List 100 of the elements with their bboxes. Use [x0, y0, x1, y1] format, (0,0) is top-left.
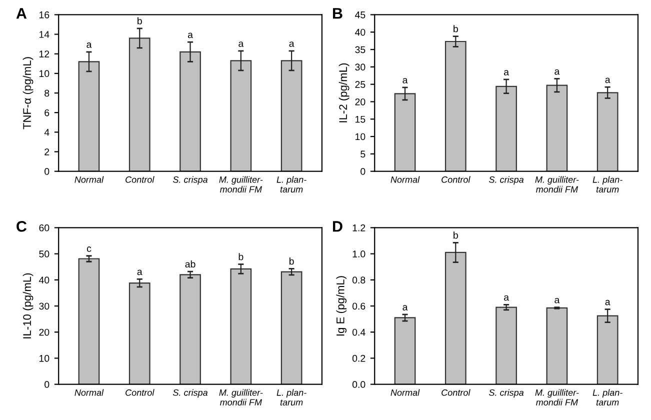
- chart-title: A: [16, 8, 27, 19]
- y-tick-label: 10: [39, 70, 50, 78]
- x-tick-label: Control: [442, 389, 470, 396]
- bar: [394, 317, 416, 384]
- y-tick-label: 40: [355, 28, 366, 36]
- y-axis-title: IL-10 (pg/mL): [22, 273, 34, 338]
- annotation: a: [238, 42, 244, 47]
- x-tick-label: L. plan- tarum: [592, 176, 622, 193]
- y-tick-label: 1.0: [352, 250, 366, 258]
- annotation: b: [289, 258, 294, 265]
- y-tick-label: 0: [44, 381, 50, 388]
- y-tick-label: 14: [39, 31, 50, 38]
- y-tick-label: 20: [355, 98, 366, 106]
- bar: [394, 93, 416, 172]
- y-axis-title: IL-2 (pg/mL): [338, 63, 350, 122]
- y-axis-title: Ig E (pg/mL): [336, 276, 347, 336]
- bar: [596, 92, 618, 172]
- y-tick-label: 0.2: [352, 354, 366, 362]
- annotation: a: [605, 78, 610, 84]
- x-tick-label: Control: [126, 176, 154, 183]
- bar: [496, 86, 517, 172]
- x-tick-label: Normal: [74, 176, 104, 183]
- y-axis-title: TNF-α (pg/mL): [22, 57, 34, 130]
- annotation: ab: [185, 260, 196, 268]
- y-tick-label: 25: [355, 81, 366, 88]
- bar: [128, 282, 150, 384]
- bar: [230, 60, 252, 172]
- bar: [78, 258, 100, 384]
- y-tick-label: 5: [360, 150, 366, 158]
- x-tick-label: Normal: [74, 389, 104, 396]
- x-tick-label: Control: [442, 176, 470, 183]
- y-tick-label: 10: [39, 354, 50, 362]
- y-tick-label: 30: [39, 302, 50, 310]
- annotation: a: [402, 78, 408, 84]
- bar: [180, 51, 201, 172]
- x-tick-label: L. plan- tarum: [276, 176, 306, 193]
- bar: [78, 61, 100, 172]
- y-tick-label: 1.2: [352, 224, 366, 232]
- x-tick-label: S. crispa: [488, 389, 524, 398]
- y-tick-label: 4: [44, 128, 50, 136]
- bar: [180, 274, 201, 384]
- chart-title: D: [333, 221, 342, 232]
- annotation: a: [86, 42, 92, 48]
- bar: [280, 271, 302, 384]
- bar: [596, 315, 618, 384]
- x-tick-label: M. guilliter- mondii FM: [535, 389, 579, 406]
- bar: [444, 252, 466, 384]
- annotation: b: [454, 232, 458, 239]
- y-tick-label: 2: [44, 148, 50, 156]
- x-tick-label: Normal: [390, 176, 420, 183]
- y-tick-label: 8: [44, 90, 50, 97]
- y-tick-label: 40: [38, 276, 50, 284]
- y-tick-label: 20: [39, 328, 50, 336]
- annotation: a: [188, 32, 193, 38]
- x-tick-label: L. plan- tarum: [276, 389, 306, 406]
- annotation: b: [238, 253, 244, 260]
- chart-title: B: [333, 8, 342, 19]
- y-tick-label: 0.4: [352, 328, 366, 336]
- bar: [546, 84, 568, 172]
- y-tick-label: 6: [44, 109, 50, 116]
- annotation: a: [289, 42, 294, 47]
- bar: [496, 306, 517, 384]
- y-tick-label: 45: [355, 12, 366, 18]
- annotation: a: [137, 270, 142, 276]
- bar: [444, 40, 466, 172]
- annotation: a: [504, 295, 510, 301]
- annotation: a: [504, 70, 510, 76]
- x-tick-label: M. guilliter- mondii FM: [219, 176, 263, 193]
- y-tick-label: 30: [355, 64, 366, 71]
- y-tick-label: 15: [356, 116, 366, 123]
- x-tick-label: Normal: [390, 389, 420, 396]
- annotation: a: [402, 305, 408, 310]
- y-tick-label: 10: [356, 133, 366, 140]
- x-tick-label: M. guilliter- mondii FM: [219, 389, 263, 406]
- y-tick-label: 12: [39, 50, 50, 58]
- x-tick-label: L. plan- tarum: [592, 389, 622, 406]
- y-tick-label: 16: [39, 11, 50, 18]
- y-tick-label: 0.8: [352, 276, 366, 284]
- chart-title: C: [16, 220, 27, 232]
- x-tick-label: S. crispa: [172, 176, 208, 185]
- x-tick-label: S. crispa: [172, 389, 208, 398]
- y-tick-label: 35: [355, 46, 366, 54]
- x-tick-label: Control: [126, 389, 154, 396]
- annotation: a: [605, 300, 610, 306]
- annotation: a: [554, 69, 560, 75]
- bar: [230, 268, 252, 384]
- x-tick-label: M. guilliter- mondii FM: [535, 176, 579, 193]
- annotation: b: [138, 17, 142, 24]
- y-tick-label: 50: [39, 250, 50, 258]
- x-tick-label: S. crispa: [488, 176, 524, 185]
- bar: [128, 38, 150, 172]
- annotation: b: [454, 25, 458, 32]
- bar: [546, 307, 568, 384]
- y-tick-label: 0: [44, 168, 50, 175]
- annotation: a: [554, 298, 560, 304]
- y-tick-label: 0.0: [352, 381, 366, 388]
- bar: [280, 60, 302, 172]
- y-tick-label: 0.6: [352, 302, 366, 310]
- y-tick-label: 60: [39, 224, 50, 232]
- annotation: c: [86, 246, 92, 252]
